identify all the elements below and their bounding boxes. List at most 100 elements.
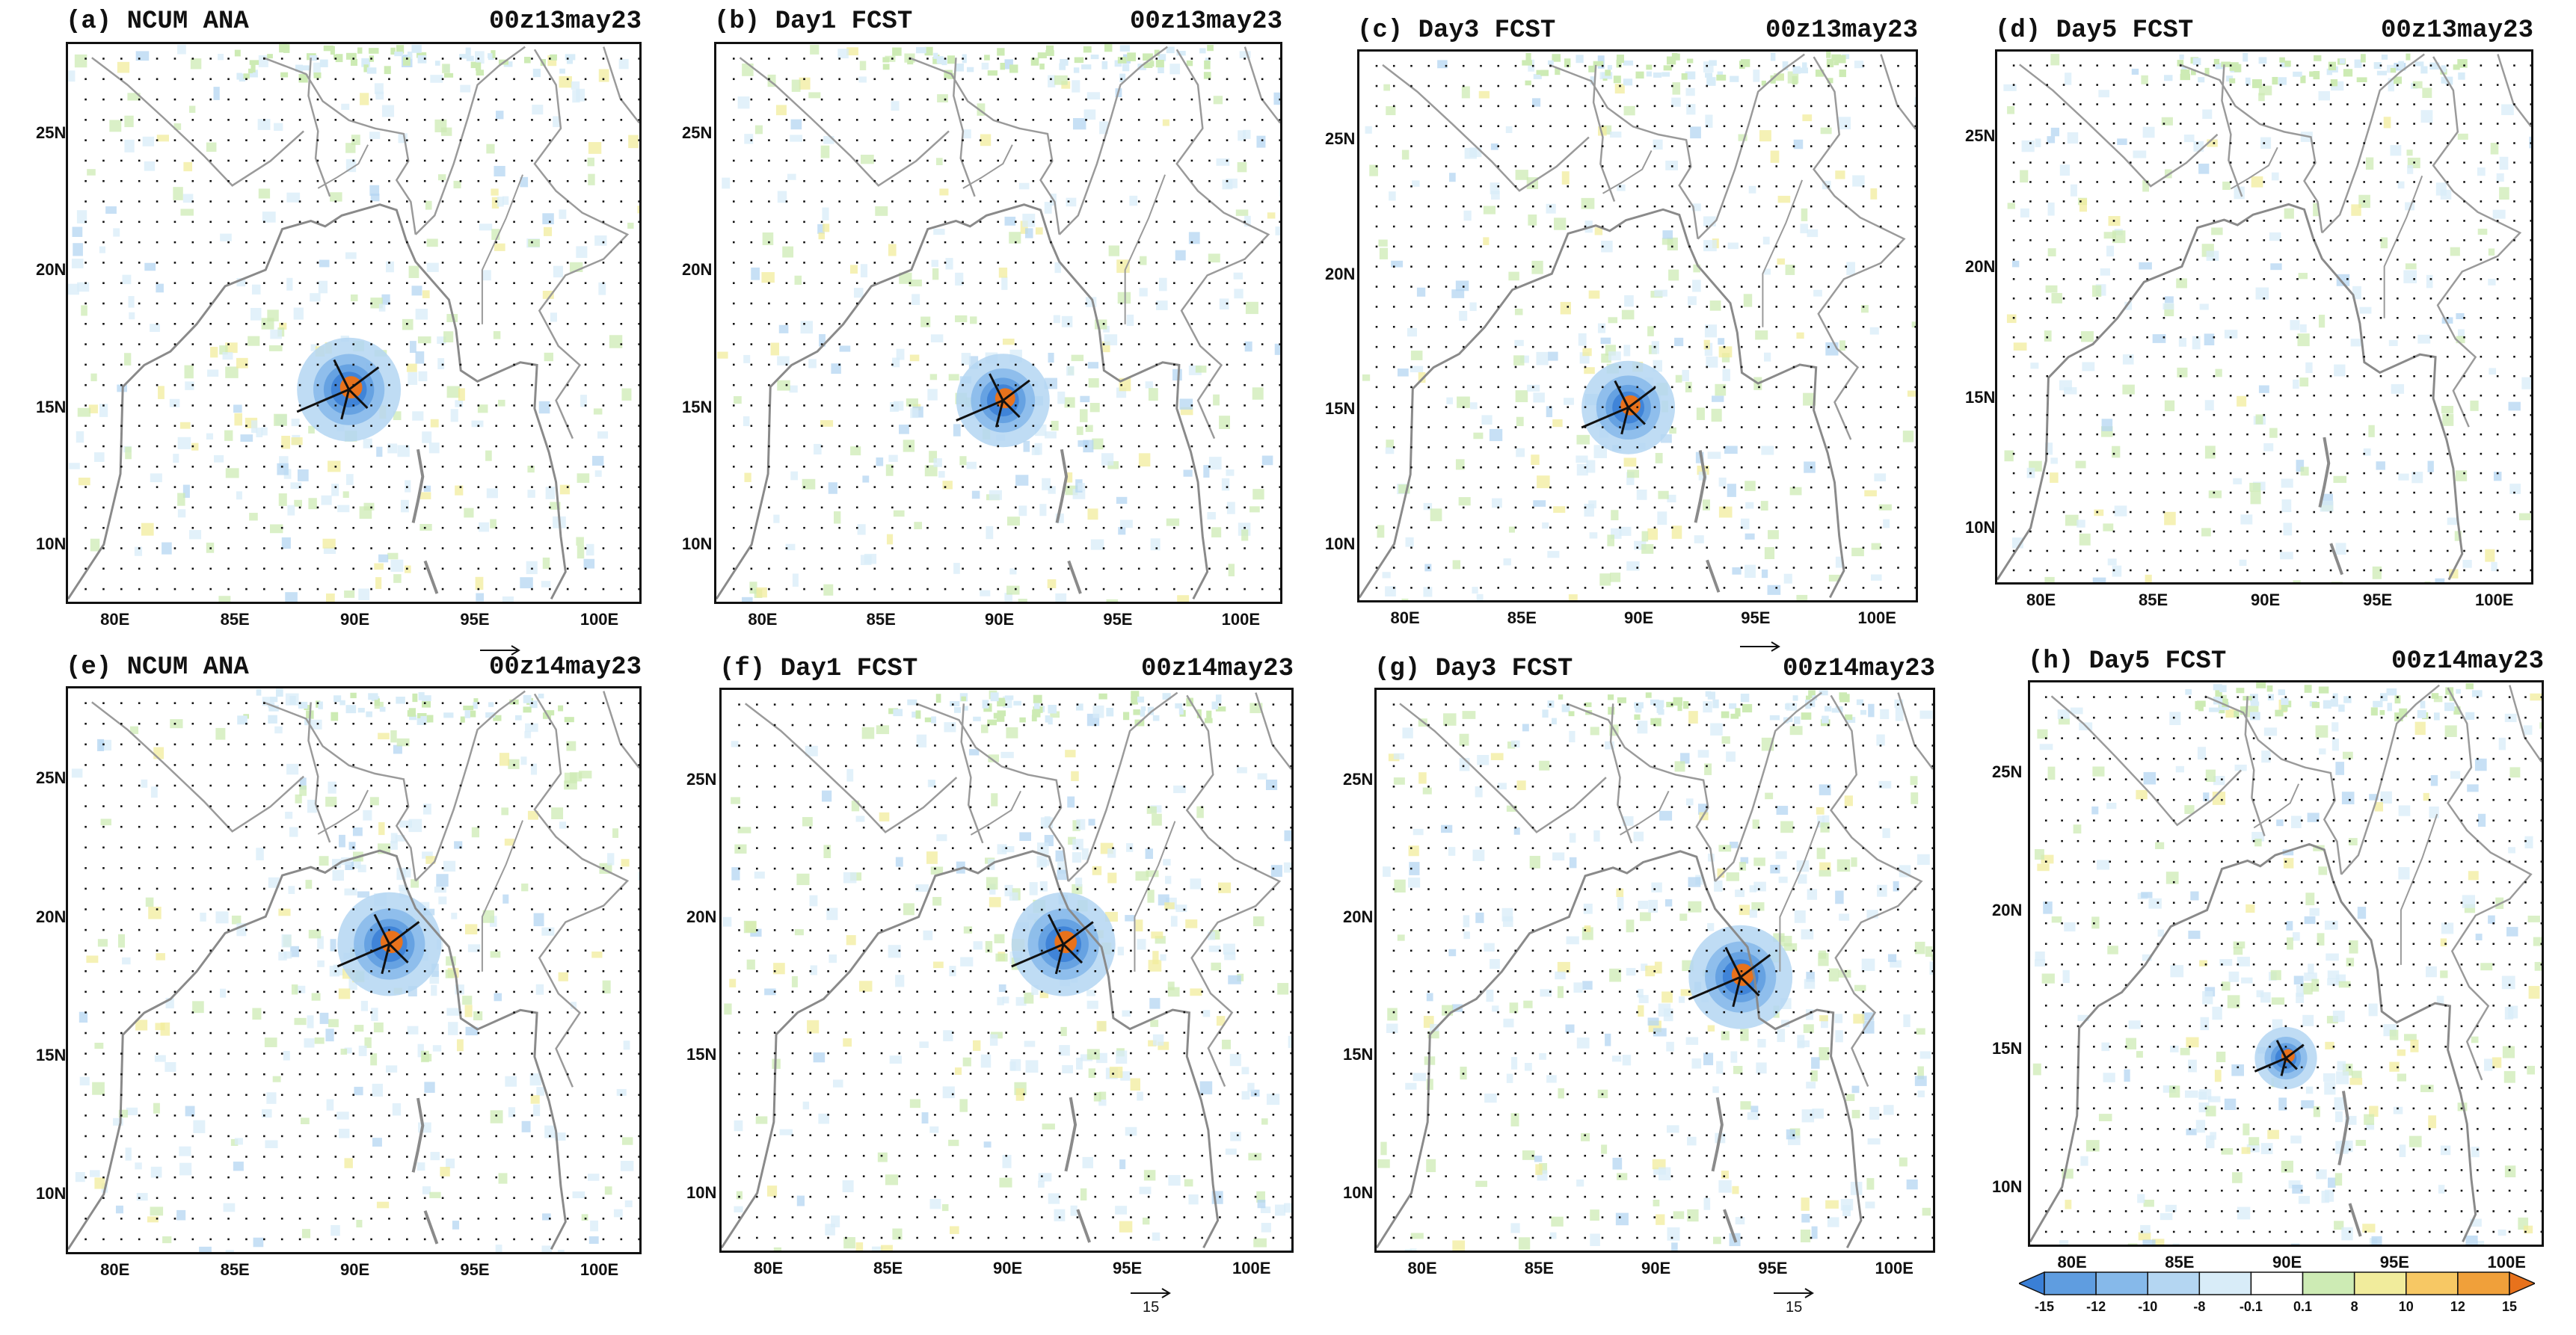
colorbar-label: -12 <box>2086 1299 2106 1314</box>
boundary-line <box>307 58 331 197</box>
river-line <box>1762 179 1804 327</box>
map-frame <box>714 42 1282 604</box>
map-frame <box>66 686 642 1254</box>
colorbar-swatch <box>2406 1271 2459 1295</box>
map-frame <box>66 42 642 604</box>
boundary-line <box>1566 703 1716 882</box>
river-line <box>1124 174 1166 324</box>
lon-tick-label: 100E <box>580 610 619 629</box>
island <box>1076 1209 1091 1243</box>
wind-vector-dots <box>84 702 639 1241</box>
island <box>1067 560 1082 594</box>
lat-tick-label: 10N <box>36 1184 67 1203</box>
panel-title: (g) Day3 FCST <box>1374 655 1573 683</box>
lon-tick-label: 80E <box>748 610 778 629</box>
panel-title: (b) Day1 FCST <box>714 7 913 36</box>
wind-vector-dots <box>738 703 1291 1239</box>
lon-tick-label: 90E <box>340 610 370 629</box>
coastline <box>716 203 1209 600</box>
colorbar-label: -10 <box>2138 1299 2158 1314</box>
island <box>2337 1091 2349 1165</box>
boundary-line <box>533 49 630 440</box>
wind-vector-dots <box>84 58 639 591</box>
lon-tick-label: 95E <box>460 610 490 629</box>
lat-tick-label: 20N <box>36 260 67 280</box>
island <box>1694 450 1706 523</box>
lon-tick-label: 100E <box>1875 1259 1913 1277</box>
lon-tick-label: 95E <box>1103 610 1133 629</box>
wind-vector-dots <box>2012 64 2531 572</box>
island <box>1064 1097 1078 1172</box>
river-line <box>317 789 369 835</box>
lon-tick-label: 95E <box>1758 1259 1788 1277</box>
colorbar-label: 8 <box>2350 1299 2358 1314</box>
coastline <box>68 203 567 600</box>
boundary-line <box>2204 695 2343 875</box>
reference-vector-arrow <box>480 645 520 656</box>
panel-title: (h) Day5 FCST <box>2028 647 2227 676</box>
map-frame <box>2028 680 2544 1247</box>
river-line <box>1619 790 1670 836</box>
lat-tick-label: 25N <box>686 769 717 789</box>
colorbar-swatch <box>2353 1271 2407 1295</box>
lat-tick-label: 15N <box>36 397 67 416</box>
boundary-line <box>1592 64 1616 202</box>
river-line <box>970 790 1021 836</box>
island <box>1055 448 1069 523</box>
wind-vector-arrows <box>1688 946 1771 1008</box>
colorbar-swatch <box>2095 1271 2148 1295</box>
boundary-line <box>960 703 984 844</box>
lon-tick-label: 85E <box>866 610 896 629</box>
boundary-line <box>1067 691 1178 882</box>
lon-tick-label: 80E <box>754 1259 784 1277</box>
lon-tick-label: 85E <box>220 610 250 629</box>
boundary-line <box>1175 49 1270 440</box>
boundary-line <box>953 58 976 197</box>
river-line <box>2230 147 2278 190</box>
boundary-line <box>2050 695 2243 827</box>
panel-valid-time: 00z13may23 <box>1129 7 1282 36</box>
lon-tick-label: 90E <box>2272 1253 2302 1271</box>
lat-tick-label: 25N <box>1965 126 1996 146</box>
boundary-line <box>2340 684 2440 875</box>
boundary-line <box>915 703 1069 882</box>
shading-field <box>717 44 1280 602</box>
boundary-line <box>1714 691 1822 882</box>
lat-tick-label: 10N <box>1325 534 1356 553</box>
lat-tick-label: 15N <box>686 1045 717 1064</box>
colorbar-swatch <box>2044 1271 2097 1295</box>
river-line <box>2400 813 2438 965</box>
boundary-line <box>2179 64 2323 233</box>
wind-vector-dots <box>732 58 1280 591</box>
wind-vector-arrows <box>1011 913 1094 975</box>
lon-tick-label: 85E <box>1524 1259 1554 1277</box>
lat-tick-label: 15N <box>682 397 713 416</box>
boundary-line <box>1880 54 1916 130</box>
lat-tick-label: 25N <box>36 123 67 143</box>
boundary-line <box>91 701 304 833</box>
lat-tick-label: 10N <box>1343 1183 1374 1202</box>
river-line <box>1779 821 1821 972</box>
shading-field <box>68 44 639 602</box>
panel-valid-time: 00z13may23 <box>1765 16 1918 45</box>
boundary-line <box>262 701 416 881</box>
wind-vector-dots <box>2044 696 2542 1233</box>
river-line <box>2253 783 2300 829</box>
boundary-line <box>414 690 526 882</box>
lon-tick-label: 90E <box>2251 591 2281 609</box>
coastline <box>722 850 1220 1249</box>
lon-tick-label: 90E <box>993 1259 1023 1277</box>
lon-tick-label: 80E <box>100 610 130 629</box>
map-frame <box>1357 49 1918 602</box>
lat-tick-label: 20N <box>1992 900 2023 919</box>
lat-tick-label: 15N <box>1343 1045 1374 1064</box>
boundary-line <box>1697 53 1805 240</box>
boundary-line <box>2018 64 2219 188</box>
panel-valid-time: 00z14may23 <box>488 653 642 682</box>
colorbar-label: 0.1 <box>2293 1299 2313 1314</box>
colorbar-swatch <box>2250 1271 2304 1295</box>
lon-tick-label: 100E <box>2487 1253 2526 1271</box>
map-frame <box>1995 49 2533 585</box>
reference-vector-arrow <box>1774 1288 1814 1298</box>
colorbar-label: 12 <box>2450 1299 2465 1314</box>
